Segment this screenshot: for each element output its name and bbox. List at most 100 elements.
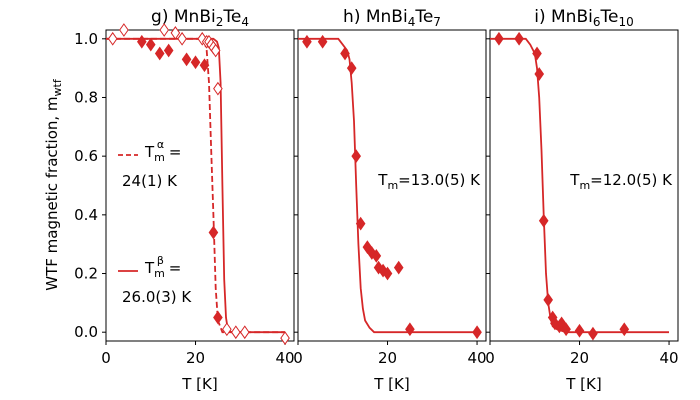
tm-annotation: Tm=12.0(5) K — [569, 171, 673, 192]
x-tick-label: 40 — [276, 349, 295, 367]
data-point-open — [170, 26, 181, 40]
plot-area — [106, 23, 290, 345]
data-point — [145, 37, 156, 52]
fit-line-solid — [490, 37, 669, 334]
data-point — [136, 34, 147, 49]
y-tick-label: 0.8 — [74, 88, 98, 106]
panel-3: i) MnBi6Te10 0 20 40 T [K] Tm=12.0(5) K — [485, 7, 678, 393]
x-tick-label: 0 — [485, 349, 495, 367]
x-tick-label: 20 — [570, 349, 589, 367]
data-point-open — [197, 31, 208, 46]
data-point — [543, 293, 554, 307]
data-point — [190, 55, 201, 70]
y-axis-label-sub: wtf — [51, 78, 64, 96]
panel-title: h) MnBi4Te7 — [343, 7, 441, 29]
data-point — [588, 326, 598, 341]
legend-sub: m — [154, 151, 165, 164]
panel-title: g) MnBi2Te4 — [151, 7, 249, 29]
axes-frame — [297, 29, 487, 342]
panel-title: i) MnBi6Te10 — [534, 7, 633, 29]
title-formula-te: Te — [414, 7, 433, 27]
x-tick-label: 40 — [660, 349, 679, 367]
data-point — [181, 52, 192, 67]
tm-sub: m — [387, 179, 398, 192]
data-point — [208, 225, 219, 240]
data-point-open — [239, 325, 250, 340]
data-point — [574, 323, 585, 338]
plot-area — [490, 31, 669, 341]
data-point-open — [107, 31, 118, 46]
x-axis-label: T [K] — [373, 375, 409, 393]
legend-symbol: T — [144, 259, 155, 277]
svg-text:WTF magnetic fraction, mwtf: WTF magnetic fraction, mwtf — [43, 78, 64, 291]
data-point-open — [230, 325, 241, 340]
y-tick-label: 1.0 — [74, 30, 98, 48]
data-point — [561, 322, 571, 337]
data-point — [619, 322, 630, 337]
tm-sub: m — [579, 179, 590, 192]
x-axis-label: T [K] — [565, 375, 601, 393]
tm-symbol: T — [569, 171, 580, 189]
data-point — [199, 58, 210, 73]
legend-alpha-value: 24(1) K — [122, 172, 178, 190]
data-point — [317, 34, 328, 49]
legend-beta-label: Tmβ = — [144, 254, 181, 280]
data-point — [355, 216, 366, 231]
x-tick-label: 0 — [293, 349, 303, 367]
data-point — [340, 46, 350, 61]
legend-eq: = — [164, 259, 181, 277]
legend-alpha-label: Tmα = — [144, 138, 182, 164]
x-tick-label: 40 — [468, 349, 487, 367]
y-tick-label: 0.6 — [74, 147, 98, 165]
data-point — [382, 266, 393, 281]
data-point — [346, 61, 357, 76]
axes-frame — [489, 29, 679, 342]
y-tick-label: 0.2 — [74, 265, 98, 283]
data-point-open — [222, 322, 232, 337]
title-formula: i) MnBi — [534, 7, 593, 27]
tm-value: =12.0(5) K — [590, 171, 673, 189]
legend-sup: β — [157, 254, 164, 267]
data-point — [514, 31, 524, 46]
title-subscript: 6 — [593, 15, 601, 29]
data-point — [538, 213, 549, 228]
data-point — [532, 46, 542, 61]
data-point — [351, 149, 362, 164]
legend-eq: = — [164, 143, 181, 161]
y-tick-label: 0.0 — [74, 323, 98, 341]
data-point — [213, 310, 223, 325]
x-axis-label: T [K] — [181, 375, 217, 393]
data-point — [371, 249, 382, 263]
x-tick-label: 20 — [378, 349, 397, 367]
data-point-open — [119, 23, 129, 37]
panel-2: h) MnBi4Te7 0 20 40 T [K] Tm=13.0(5) K — [293, 7, 486, 393]
x-tick-label: 20 — [186, 349, 205, 367]
y-axis-label: WTF magnetic fraction, mwtf — [43, 78, 64, 291]
title-subscript: 2 — [216, 15, 224, 29]
tm-symbol: T — [377, 171, 388, 189]
legend-sub: m — [154, 267, 165, 280]
title-formula: g) MnBi — [151, 7, 216, 27]
plot-area — [298, 34, 482, 340]
data-point — [534, 67, 545, 81]
data-point-open — [210, 43, 221, 58]
title-formula-te: Te — [599, 7, 618, 27]
data-point — [154, 46, 165, 61]
legend-sup: α — [157, 138, 164, 151]
data-point-open — [177, 31, 187, 46]
data-point — [405, 322, 415, 337]
title-subscript: 4 — [408, 15, 416, 29]
data-point-open — [280, 331, 290, 345]
data-point — [163, 43, 174, 58]
axes-frame — [105, 29, 295, 342]
title-subscript: 7 — [433, 15, 441, 29]
data-point — [302, 34, 312, 49]
data-point-open — [213, 81, 223, 96]
data-point — [472, 325, 482, 340]
title-subscript: 4 — [241, 15, 249, 29]
tm-value: =13.0(5) K — [398, 171, 481, 189]
data-point-open — [159, 23, 170, 37]
